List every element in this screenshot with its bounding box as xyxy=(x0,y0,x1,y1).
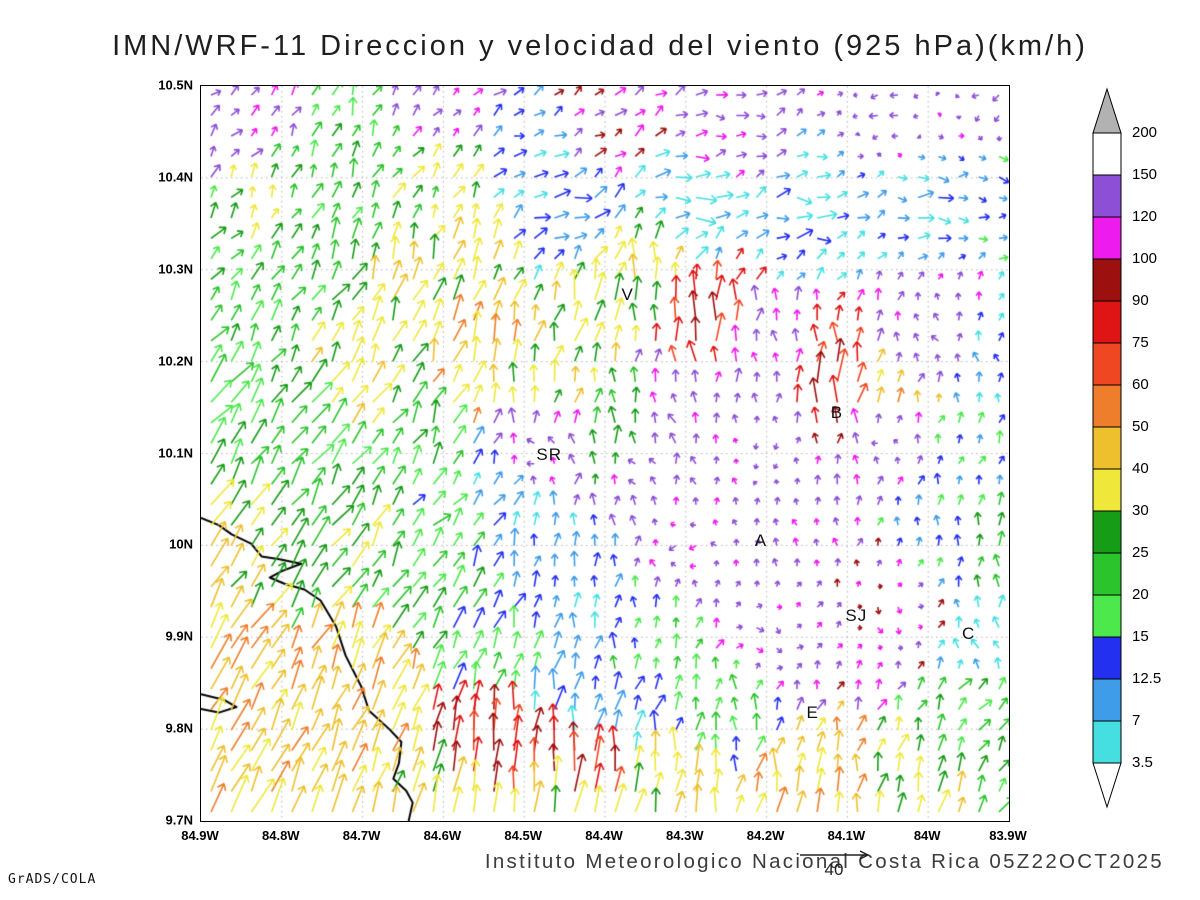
colorbar-segment xyxy=(1092,258,1122,302)
wind-vector-canvas xyxy=(201,86,1009,821)
station-label-sj: SJ xyxy=(845,606,868,626)
colorbar-level-label: 7 xyxy=(1132,712,1141,729)
colorbar-level-label: 15 xyxy=(1132,628,1149,645)
colorbar-segment xyxy=(1092,216,1122,260)
colorbar-segment xyxy=(1092,300,1122,344)
station-label-i: I xyxy=(1008,528,1009,548)
colorbar-level-label: 90 xyxy=(1132,292,1149,309)
lat-tick-label: 9.7N xyxy=(165,812,193,828)
lat-tick-label: 9.8N xyxy=(165,720,193,736)
colorbar-segment xyxy=(1092,678,1122,722)
lat-tick-label: 10.3N xyxy=(158,261,193,277)
station-label-b: B xyxy=(830,403,844,423)
map-plot-area: V SR B A SJ C E I xyxy=(200,85,1010,822)
colorbar-segment xyxy=(1092,342,1122,386)
lat-tick-label: 10N xyxy=(169,536,193,552)
colorbar-segment xyxy=(1092,636,1122,680)
lon-tick-label: 83.9W xyxy=(989,828,1027,843)
lon-tick-label: 84W xyxy=(913,828,941,843)
lon-tick-label: 84.9W xyxy=(181,828,219,843)
lon-tick-label: 84.4W xyxy=(585,828,623,843)
lon-tick-label: 84.8W xyxy=(262,828,300,843)
lat-tick-label: 9.9N xyxy=(165,628,193,644)
lat-tick-label: 10.1N xyxy=(158,445,193,460)
colorbar-segment xyxy=(1092,510,1122,554)
lon-tick-label: 84.7W xyxy=(342,828,381,843)
lon-tick-label: 84.5W xyxy=(504,828,542,843)
station-label-e: E xyxy=(806,702,819,722)
colorbar-level-label: 20 xyxy=(1132,586,1149,603)
colorbar-segment xyxy=(1092,384,1122,428)
colorbar-segment xyxy=(1092,426,1122,470)
lat-tick-label: 10.4N xyxy=(158,169,193,185)
colorbar-segment xyxy=(1092,594,1122,638)
colorbar-level-label: 60 xyxy=(1132,376,1149,393)
station-label-v: V xyxy=(621,285,634,305)
colorbar: 200 150 120 100 90 75 60 50 40 30 25 20 15 12.5 7 3.5 xyxy=(1092,86,1200,810)
colorbar-level-label: 120 xyxy=(1132,208,1158,225)
lat-tick-label: 10.5N xyxy=(158,77,193,93)
colorbar-segment xyxy=(1092,552,1122,596)
reference-arrow-value: 40 xyxy=(824,860,844,879)
reference-arrow-icon xyxy=(800,850,869,860)
colorbar-under-cap xyxy=(1092,762,1122,809)
colorbar-over-cap xyxy=(1092,87,1122,134)
lon-tick-label: 84.3W xyxy=(666,828,704,843)
colorbar-level-label: 40 xyxy=(1132,460,1149,477)
lon-tick-label: 84.2W xyxy=(746,828,785,843)
colorbar-segment xyxy=(1092,468,1122,512)
lat-tick-label: 10.2N xyxy=(158,353,193,369)
colorbar-segment xyxy=(1092,132,1122,176)
station-label-a: A xyxy=(754,530,768,550)
station-label-c: C xyxy=(961,624,976,644)
colorbar-level-label: 30 xyxy=(1132,502,1149,519)
colorbar-segment xyxy=(1092,720,1122,764)
lon-tick-label: 84.1W xyxy=(827,828,866,843)
grads-credit: GrADS/COLA xyxy=(8,872,97,887)
colorbar-level-label: 200 xyxy=(1132,124,1158,141)
colorbar-segment xyxy=(1092,174,1122,218)
colorbar-scale xyxy=(1092,87,1122,809)
chart-title: IMN/WRF-11 Direccion y velocidad del vie… xyxy=(112,30,1088,62)
colorbar-level-label: 12.5 xyxy=(1132,670,1162,687)
colorbar-level-label: 50 xyxy=(1132,418,1149,435)
colorbar-level-label: 3.5 xyxy=(1132,754,1153,771)
colorbar-level-label: 75 xyxy=(1132,334,1149,351)
colorbar-level-label: 150 xyxy=(1132,166,1158,183)
lon-tick-label: 84.6W xyxy=(423,828,462,843)
station-label-sr: SR xyxy=(536,445,563,465)
footer-institute-text: Instituto Meteorologico Nacional Costa R… xyxy=(484,850,1164,873)
colorbar-level-label: 100 xyxy=(1132,250,1158,267)
colorbar-level-label: 25 xyxy=(1132,544,1149,561)
